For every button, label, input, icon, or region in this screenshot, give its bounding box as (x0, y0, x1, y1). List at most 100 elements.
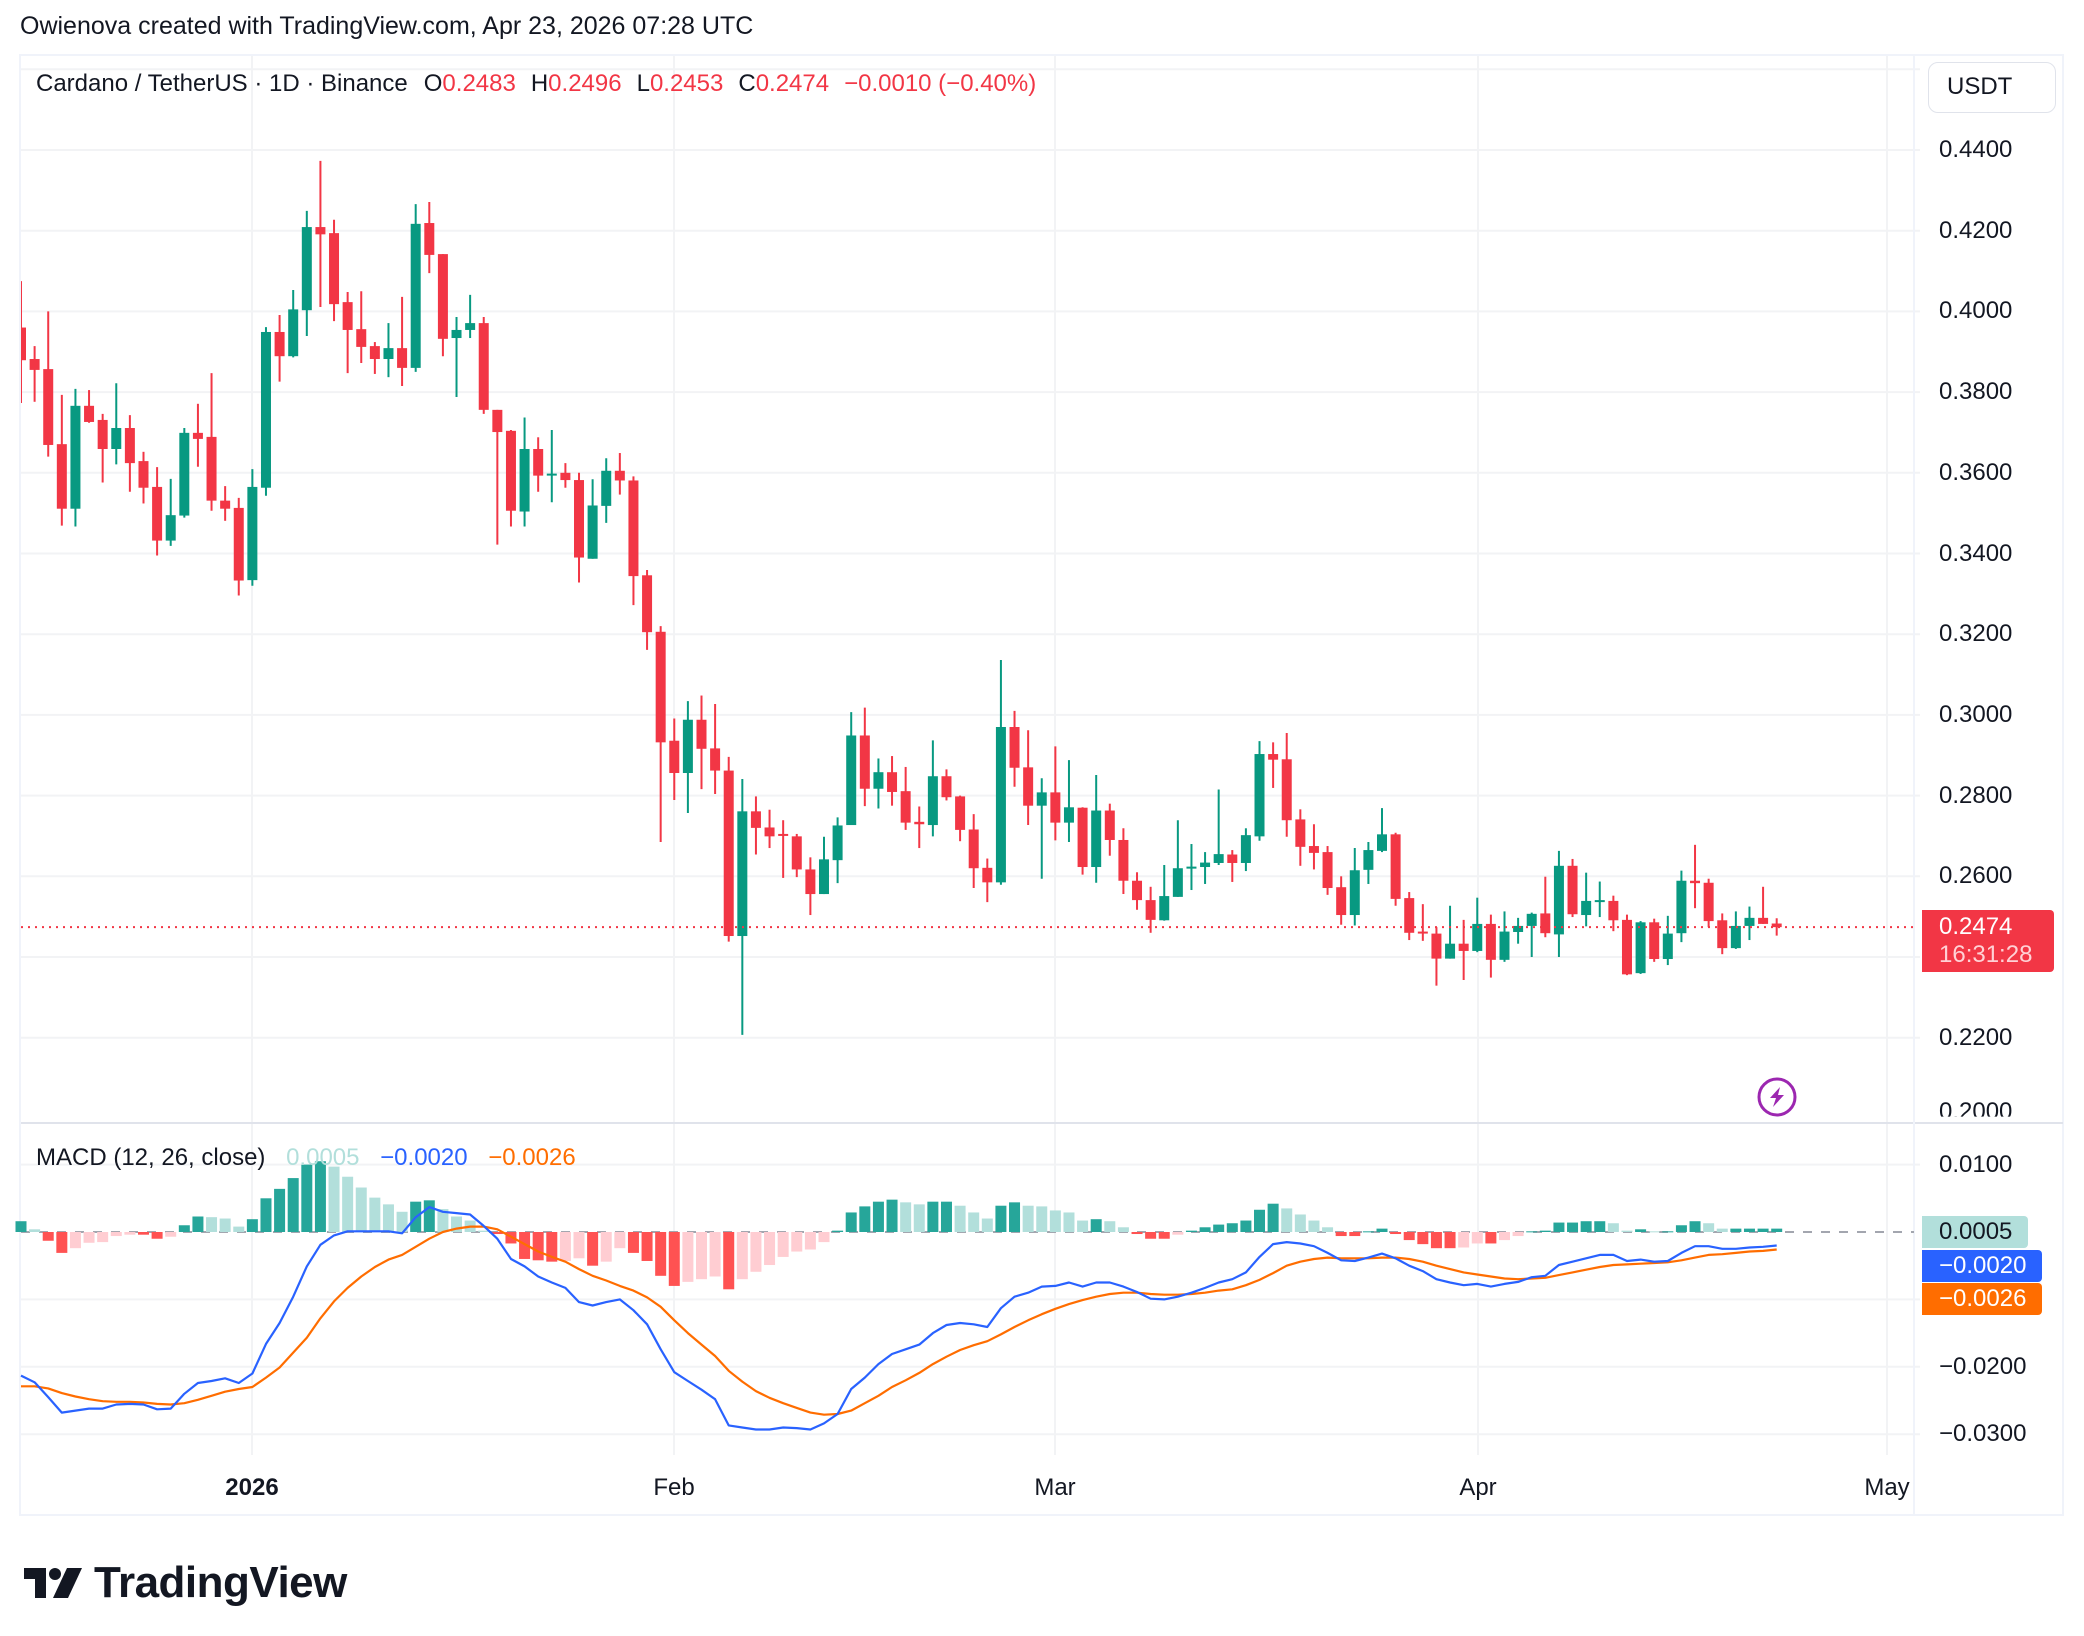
candle-body[interactable] (1159, 896, 1170, 921)
candle-body[interactable] (1717, 920, 1728, 949)
candle-body[interactable] (1063, 807, 1074, 823)
candle-body[interactable] (1023, 767, 1034, 806)
candle-body[interactable] (1621, 919, 1632, 975)
candle-body[interactable] (1758, 917, 1769, 924)
candle-body[interactable] (220, 500, 231, 509)
candle-body[interactable] (43, 369, 54, 445)
candle-body[interactable] (1172, 868, 1183, 897)
candle-body[interactable] (192, 432, 203, 439)
candle-body[interactable] (1336, 887, 1347, 916)
candle-body[interactable] (1649, 922, 1660, 960)
candle-body[interactable] (601, 470, 612, 506)
candle-body[interactable] (1377, 834, 1387, 851)
candle-body[interactable] (546, 473, 557, 476)
lightning-icon[interactable] (1757, 1077, 1797, 1117)
candle-body[interactable] (764, 827, 775, 837)
candle-body[interactable] (1050, 792, 1061, 823)
candle-body[interactable] (29, 359, 40, 370)
candle-body[interactable] (301, 227, 312, 311)
candle-body[interactable] (1526, 913, 1537, 926)
candle-body[interactable] (1417, 931, 1428, 934)
candle-body[interactable] (1213, 854, 1224, 863)
candle-body[interactable] (124, 428, 135, 464)
candle-body[interactable] (1553, 865, 1564, 935)
candle-body[interactable] (642, 575, 653, 633)
candle-body[interactable] (492, 409, 503, 433)
candle-body[interactable] (832, 825, 843, 861)
candle-body[interactable] (356, 329, 367, 347)
candle-body[interactable] (791, 836, 802, 870)
candle-body[interactable] (1730, 925, 1741, 949)
candle-body[interactable] (887, 772, 898, 792)
currency-button[interactable]: USDT (1928, 62, 2056, 113)
candle-body[interactable] (424, 223, 435, 255)
candle-body[interactable] (533, 448, 544, 476)
candle-body[interactable] (165, 515, 176, 541)
candle-body[interactable] (628, 480, 639, 577)
candle-body[interactable] (859, 735, 870, 789)
candle-body[interactable] (682, 719, 693, 774)
candle-body[interactable] (1472, 923, 1483, 951)
candle-body[interactable] (941, 776, 952, 798)
candle-body[interactable] (1390, 834, 1401, 899)
candle-body[interactable] (669, 740, 680, 774)
candle-body[interactable] (70, 405, 81, 509)
candle-body[interactable] (206, 436, 217, 501)
candle-body[interactable] (1690, 880, 1701, 884)
candle-body[interactable] (260, 331, 271, 488)
candle-body[interactable] (750, 811, 761, 828)
candle-body[interactable] (1594, 900, 1605, 903)
candle-body[interactable] (995, 727, 1006, 883)
candle-body[interactable] (1581, 900, 1592, 916)
candle-body[interactable] (397, 348, 408, 368)
candle-body[interactable] (1036, 792, 1047, 806)
macd-title[interactable]: MACD (12, 26, close) (36, 1144, 266, 1171)
candle-body[interactable] (1322, 852, 1333, 889)
candle-body[interactable] (1703, 882, 1714, 922)
candle-body[interactable] (315, 227, 326, 235)
candle-body[interactable] (614, 470, 625, 481)
candle-body[interactable] (1118, 839, 1129, 881)
candle-body[interactable] (519, 448, 530, 512)
candle-body[interactable] (1499, 931, 1510, 960)
symbol-title[interactable]: Cardano / TetherUS · 1D · Binance (36, 70, 408, 97)
candle-body[interactable] (1268, 754, 1279, 760)
candle-body[interactable] (1104, 810, 1115, 840)
candle-body[interactable] (914, 821, 925, 825)
candle-body[interactable] (1662, 933, 1673, 960)
candle-body[interactable] (437, 254, 448, 339)
candle-body[interactable] (560, 472, 571, 481)
candle-body[interactable] (737, 811, 748, 937)
candle-body[interactable] (1200, 862, 1211, 868)
candle-body[interactable] (410, 223, 421, 368)
candle-body[interactable] (329, 233, 340, 305)
candle-body[interactable] (1363, 850, 1374, 870)
candle-body[interactable] (1485, 923, 1496, 960)
candle-body[interactable] (1567, 865, 1578, 915)
candle-body[interactable] (1009, 727, 1020, 768)
candle-body[interactable] (138, 461, 149, 488)
candle-body[interactable] (84, 405, 95, 422)
candle-body[interactable] (805, 869, 816, 895)
candle-body[interactable] (587, 505, 598, 559)
candle-body[interactable] (1635, 922, 1646, 974)
candle-body[interactable] (982, 867, 993, 883)
candle-body[interactable] (1513, 925, 1524, 932)
candle-body[interactable] (342, 302, 353, 330)
candle-body[interactable] (778, 833, 789, 836)
candle-body[interactable] (111, 428, 122, 449)
candle-body[interactable] (478, 323, 489, 410)
candle-body[interactable] (179, 432, 190, 516)
candle-body[interactable] (1186, 866, 1197, 869)
candle-body[interactable] (1077, 807, 1088, 868)
candle-body[interactable] (56, 444, 67, 509)
candle-body[interactable] (1771, 923, 1782, 928)
candle-body[interactable] (1431, 933, 1442, 959)
candle-body[interactable] (1240, 835, 1251, 863)
candle-body[interactable] (1608, 900, 1619, 921)
candle-body[interactable] (1308, 846, 1319, 853)
candle-body[interactable] (723, 770, 734, 937)
candle-body[interactable] (968, 829, 979, 869)
candle-body[interactable] (1676, 880, 1687, 934)
